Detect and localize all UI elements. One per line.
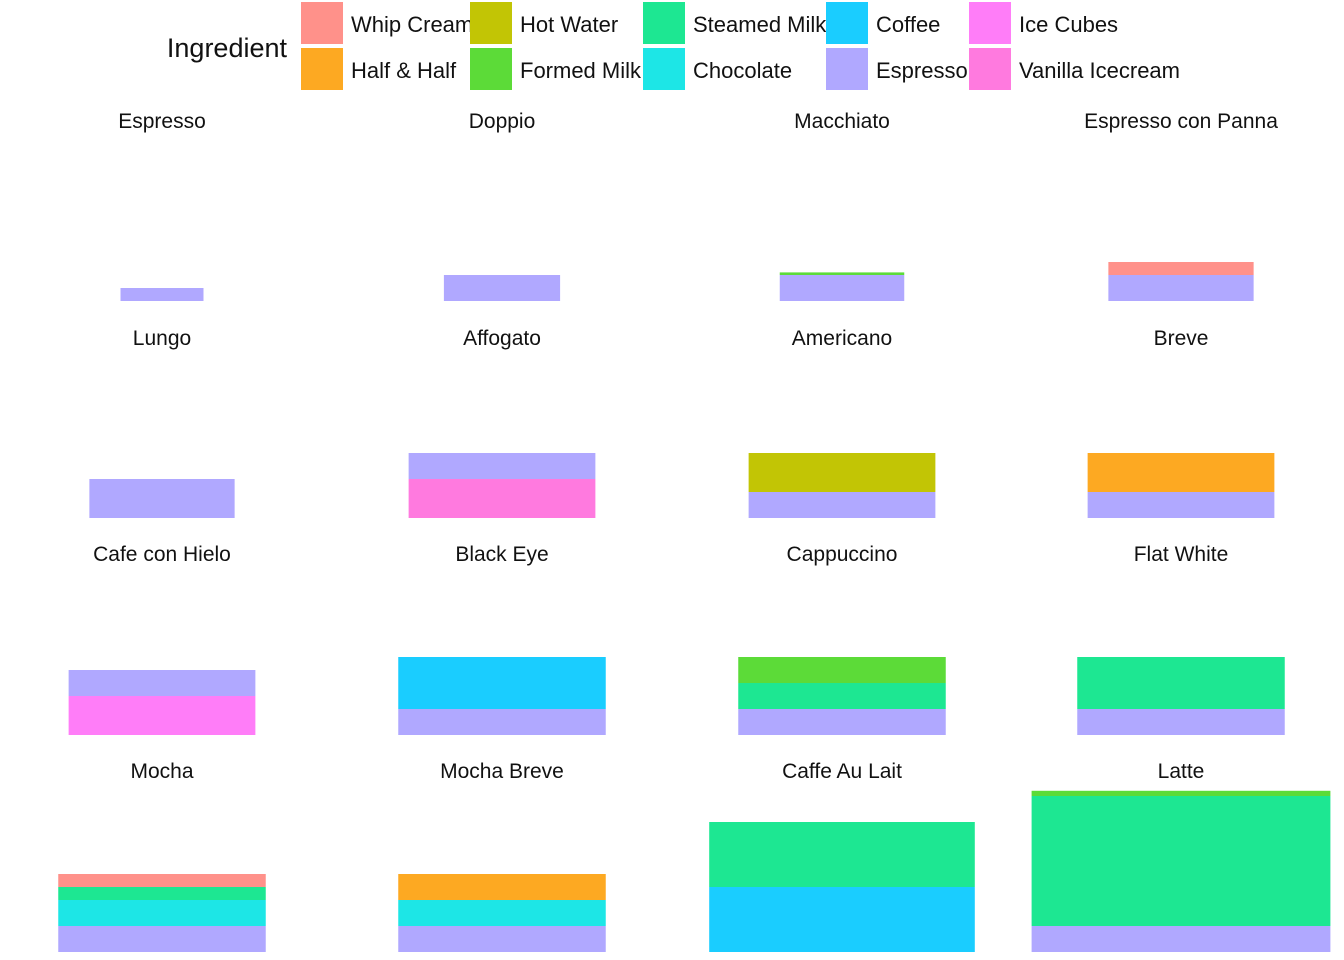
legend-key-chocolate bbox=[643, 48, 685, 90]
layer-hot-water bbox=[748, 453, 936, 492]
legend-key-steamed-milk bbox=[643, 2, 685, 44]
panel-latte: Latte bbox=[1031, 760, 1331, 952]
layer-steamed-milk bbox=[1077, 657, 1285, 709]
legend-key-espresso bbox=[826, 48, 868, 90]
legend-label-coffee: Coffee bbox=[876, 12, 940, 37]
facet-panels: Espresso Doppio Macchiato Espresso con Pann… bbox=[58, 110, 1331, 952]
panel-title: Espresso con Panna bbox=[1084, 110, 1278, 133]
panel-title: Black Eye bbox=[455, 543, 548, 566]
panel-affogato: Affogato bbox=[408, 327, 596, 518]
panel-lungo: Lungo bbox=[89, 327, 235, 518]
layer-espresso bbox=[1031, 926, 1331, 952]
legend-label-chocolate: Chocolate bbox=[693, 58, 792, 83]
layer-half-and-half bbox=[1087, 453, 1275, 492]
panel-title: Espresso bbox=[118, 110, 206, 133]
panel-americano: Americano bbox=[748, 327, 936, 518]
legend-key-half-and-half bbox=[301, 48, 343, 90]
layer-ice-cubes bbox=[68, 696, 256, 735]
layer-steamed-milk bbox=[58, 887, 266, 900]
legend-key-vanilla-icecream bbox=[969, 48, 1011, 90]
layer-espresso bbox=[398, 709, 606, 735]
panel-mocha-breve: Mocha Breve bbox=[398, 760, 606, 952]
legend-label-whip-cream: Whip Cream bbox=[351, 12, 473, 37]
panel-breve: Breve bbox=[1087, 327, 1275, 518]
layer-espresso bbox=[1108, 275, 1254, 301]
legend-label-half-and-half: Half & Half bbox=[351, 58, 457, 83]
layer-vanilla-icecream bbox=[408, 479, 596, 518]
legend-label-ice-cubes: Ice Cubes bbox=[1019, 12, 1118, 37]
layer-steamed-milk bbox=[1031, 796, 1331, 926]
panel-title: Lungo bbox=[133, 327, 191, 350]
legend-title: Ingredient bbox=[167, 33, 288, 63]
panel-caffe-au-lait: Caffe Au Lait bbox=[709, 760, 975, 952]
legend-label-steamed-milk: Steamed Milk bbox=[693, 12, 827, 37]
panel-title: Doppio bbox=[469, 110, 536, 133]
panel-espresso-con-panna: Espresso con Panna bbox=[1084, 110, 1278, 301]
layer-espresso bbox=[89, 479, 235, 518]
legend: Ingredient Whip Cream Half & Half Hot Wate… bbox=[167, 2, 1180, 90]
layer-formed-milk bbox=[779, 272, 905, 275]
panel-title: Flat White bbox=[1134, 543, 1229, 566]
layer-espresso bbox=[120, 288, 204, 301]
legend-label-espresso: Espresso bbox=[876, 58, 968, 83]
legend-label-formed-milk: Formed Milk bbox=[520, 58, 642, 83]
panel-title: Affogato bbox=[463, 327, 541, 350]
legend-label-hot-water: Hot Water bbox=[520, 12, 618, 37]
layer-whip-cream bbox=[1108, 262, 1254, 275]
panel-title: Cappuccino bbox=[787, 543, 898, 566]
legend-key-coffee bbox=[826, 2, 868, 44]
layer-steamed-milk bbox=[709, 822, 975, 887]
panel-doppio: Doppio bbox=[443, 110, 561, 301]
layer-espresso bbox=[748, 492, 936, 518]
panel-mocha: Mocha bbox=[58, 760, 266, 952]
panel-flat-white: Flat White bbox=[1077, 543, 1285, 735]
layer-coffee bbox=[398, 657, 606, 709]
layer-espresso bbox=[1087, 492, 1275, 518]
layer-espresso bbox=[779, 275, 905, 301]
layer-espresso bbox=[58, 926, 266, 952]
layer-coffee bbox=[709, 887, 975, 952]
panel-cafe-con-hielo: Cafe con Hielo bbox=[68, 543, 256, 735]
legend-key-hot-water bbox=[470, 2, 512, 44]
panel-title: Latte bbox=[1158, 760, 1205, 783]
legend-label-vanilla-icecream: Vanilla Icecream bbox=[1019, 58, 1180, 83]
panel-espresso: Espresso bbox=[118, 110, 206, 301]
layer-espresso bbox=[1077, 709, 1285, 735]
layer-chocolate bbox=[398, 900, 606, 926]
legend-key-whip-cream bbox=[301, 2, 343, 44]
panel-title: Mocha bbox=[130, 760, 193, 783]
layer-chocolate bbox=[58, 900, 266, 926]
layer-espresso bbox=[398, 926, 606, 952]
layer-espresso bbox=[68, 670, 256, 696]
panel-title: Caffe Au Lait bbox=[782, 760, 902, 783]
legend-key-formed-milk bbox=[470, 48, 512, 90]
legend-key-ice-cubes bbox=[969, 2, 1011, 44]
layer-espresso bbox=[738, 709, 946, 735]
layer-formed-milk bbox=[1031, 790, 1331, 796]
layer-steamed-milk bbox=[738, 683, 946, 709]
layer-half-and-half bbox=[398, 874, 606, 900]
layer-formed-milk bbox=[738, 657, 946, 683]
panel-title: Mocha Breve bbox=[440, 760, 564, 783]
layer-espresso bbox=[443, 275, 561, 301]
layer-whip-cream bbox=[58, 874, 266, 887]
layer-espresso bbox=[408, 453, 596, 479]
panel-title: Macchiato bbox=[794, 110, 890, 133]
panel-macchiato: Macchiato bbox=[779, 110, 905, 301]
panel-title: Americano bbox=[792, 327, 892, 350]
panel-title: Breve bbox=[1154, 327, 1209, 350]
panel-title: Cafe con Hielo bbox=[93, 543, 231, 566]
panel-black-eye: Black Eye bbox=[398, 543, 606, 735]
panel-cappuccino: Cappuccino bbox=[738, 543, 946, 735]
